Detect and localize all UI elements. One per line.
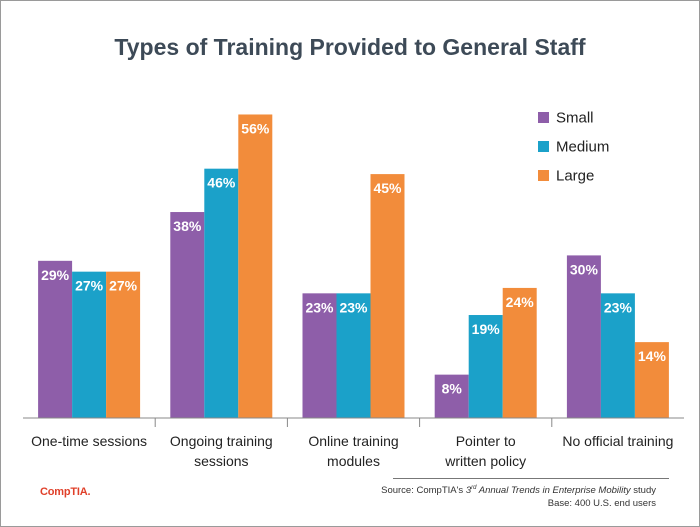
category-label-2: Online training — [308, 433, 398, 449]
data-label-medium-1: 46% — [207, 175, 236, 191]
bar-small-2 — [302, 293, 337, 418]
category-label-4: No official training — [562, 433, 673, 449]
footer-divider — [393, 478, 669, 479]
bar-small-0 — [38, 260, 73, 418]
bar-large-0 — [106, 271, 141, 418]
source-citation: Source: CompTIA's 3rd Annual Trends in E… — [381, 485, 656, 497]
data-label-medium-4: 23% — [604, 299, 633, 315]
legend-label-medium: Medium — [556, 139, 609, 156]
data-label-small-2: 23% — [305, 299, 334, 315]
legend-swatch-large — [538, 170, 549, 181]
bar-large-3 — [502, 287, 537, 418]
bar-medium-3 — [468, 315, 503, 418]
category-label-1-line2: sessions — [194, 453, 248, 469]
category-label-0: One-time sessions — [31, 433, 147, 449]
data-label-medium-0: 27% — [75, 278, 104, 294]
legend-label-small: Small — [556, 110, 594, 127]
bar-small-3 — [434, 374, 469, 418]
legend-swatch-medium — [538, 141, 549, 152]
bar-medium-4 — [600, 293, 635, 418]
data-label-large-1: 56% — [241, 120, 270, 136]
legend-label-large: Large — [556, 168, 594, 185]
bar-large-1 — [238, 114, 273, 418]
bar-large-2 — [370, 174, 405, 418]
bar-medium-1 — [204, 168, 239, 418]
data-label-small-1: 38% — [173, 218, 202, 234]
source-note: Source: CompTIA's 3rd Annual Trends in E… — [381, 482, 656, 510]
category-label-2-line2: modules — [327, 453, 380, 469]
data-label-large-2: 45% — [373, 180, 402, 196]
bar-large-4 — [634, 342, 669, 418]
category-label-3-line2: written policy — [444, 453, 526, 469]
legend-swatch-small — [538, 112, 549, 123]
data-label-large-3: 24% — [506, 294, 535, 310]
source-base: Base: 400 U.S. end users — [547, 498, 656, 510]
data-label-small-0: 29% — [41, 267, 70, 283]
bar-small-4 — [566, 255, 601, 418]
brand-logo: CompTIA. — [40, 486, 91, 498]
data-label-large-4: 14% — [638, 348, 667, 364]
data-label-small-4: 30% — [570, 261, 599, 277]
data-label-large-0: 27% — [109, 278, 138, 294]
bar-small-1 — [170, 212, 205, 418]
bar-medium-0 — [72, 271, 107, 418]
data-label-medium-3: 19% — [472, 321, 501, 337]
bar-medium-2 — [336, 293, 371, 418]
category-label-3: Pointer to — [456, 433, 516, 449]
chart-title: Types of Training Provided to General St… — [114, 34, 586, 60]
data-label-small-3: 8% — [442, 381, 463, 397]
category-label-1: Ongoing training — [170, 433, 273, 449]
data-label-medium-2: 23% — [339, 299, 368, 315]
